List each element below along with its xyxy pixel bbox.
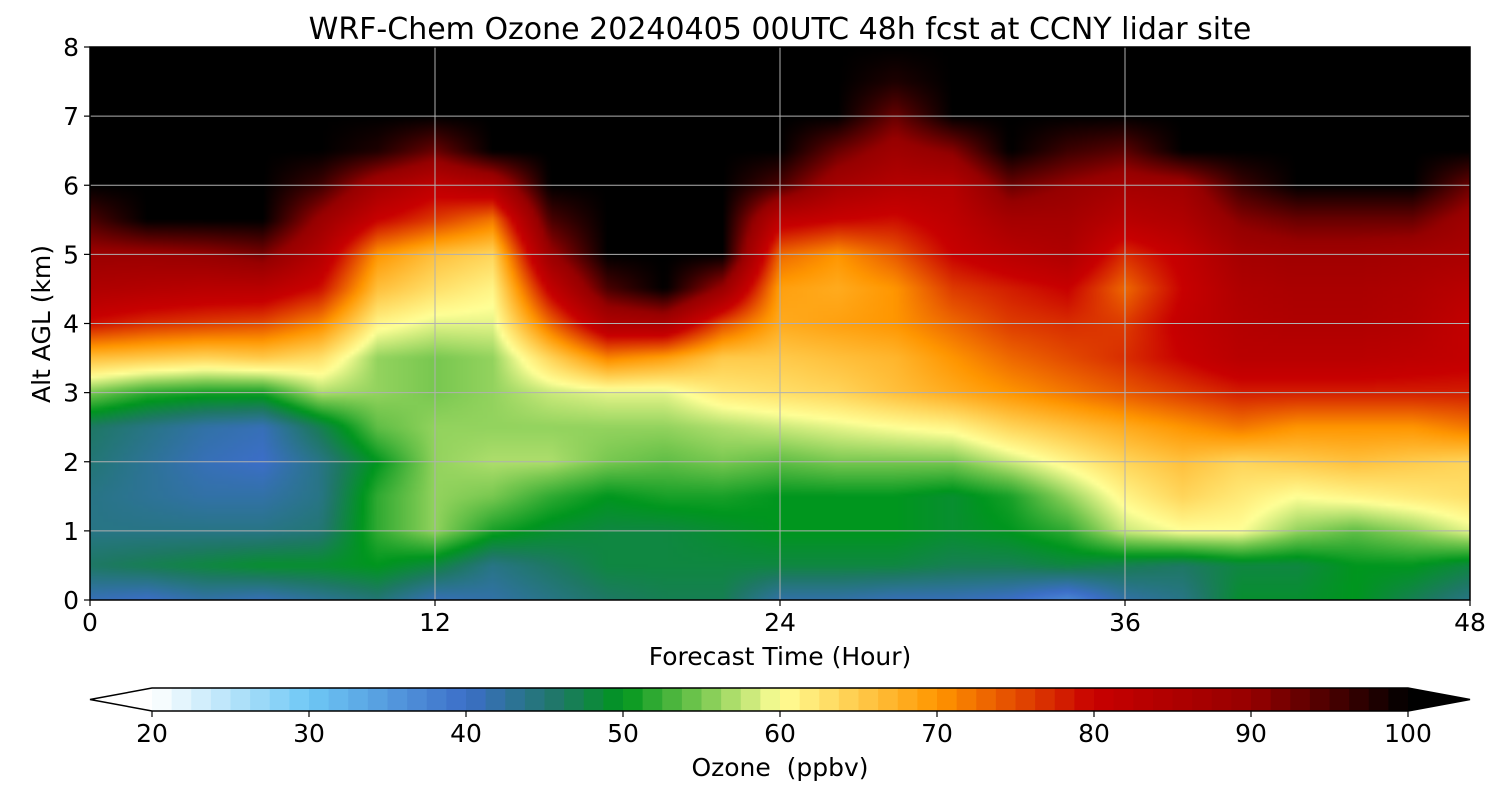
chart-title: WRF-Chem Ozone 20240405 00UTC 48h fcst a… xyxy=(309,12,1252,47)
colorbar-tick-label: 50 xyxy=(607,719,639,748)
y-tick-label: 4 xyxy=(63,310,79,339)
colorbar-segment xyxy=(564,688,585,711)
x-tick-label: 36 xyxy=(1109,608,1141,637)
colorbar-segment xyxy=(446,688,467,711)
colorbar-segment xyxy=(466,688,487,711)
colorbar-segment xyxy=(1270,688,1291,711)
y-tick-label: 2 xyxy=(63,448,79,477)
colorbar-segment xyxy=(289,688,310,711)
y-axis-label: Alt AGL (km) xyxy=(27,245,56,403)
colorbar-high-extension xyxy=(1408,688,1470,711)
colorbar-segment xyxy=(1231,688,1252,711)
colorbar-segment xyxy=(858,688,879,711)
colorbar-segment xyxy=(1251,688,1272,711)
colorbar-segment xyxy=(485,688,506,711)
x-tick-label: 24 xyxy=(764,608,796,637)
colorbar-segment xyxy=(642,688,663,711)
colorbar-segment xyxy=(1329,688,1350,711)
colorbar-segment xyxy=(269,688,290,711)
colorbar-segment xyxy=(348,688,369,711)
colorbar-segment xyxy=(191,688,212,711)
x-tick-label: 0 xyxy=(82,608,98,637)
colorbar-segment xyxy=(623,688,644,711)
colorbar-segment xyxy=(210,688,232,711)
colorbar-segment xyxy=(1368,688,1389,711)
colorbar-segment xyxy=(1290,688,1311,711)
colorbar-segment xyxy=(505,688,526,711)
colorbar-ticks: 20 30 40 50 60 70 80 90 100 xyxy=(136,711,1432,748)
colorbar-low-extension xyxy=(90,688,152,711)
y-tick-label: 0 xyxy=(63,586,79,615)
y-tick-label: 1 xyxy=(63,517,79,546)
colorbar-segment xyxy=(1192,688,1213,711)
colorbar-tick-label: 40 xyxy=(450,719,482,748)
colorbar-tick-label: 80 xyxy=(1078,719,1110,748)
x-tick-label: 48 xyxy=(1454,608,1486,637)
colorbar xyxy=(89,687,1471,712)
colorbar-segment xyxy=(1035,688,1056,711)
colorbar-segment xyxy=(819,688,840,711)
colorbar-segment xyxy=(681,688,703,711)
x-axis-ticks: 0 12 24 36 48 xyxy=(82,600,1486,637)
colorbar-segment xyxy=(878,688,899,711)
colorbar-tick-label: 30 xyxy=(293,719,325,748)
colorbar-segment xyxy=(780,688,801,711)
colorbar-segment xyxy=(956,688,977,711)
colorbar-segment xyxy=(1309,688,1331,711)
colorbar-tick-label: 20 xyxy=(136,719,168,748)
colorbar-segment xyxy=(897,688,918,711)
colorbar-segment xyxy=(799,688,820,711)
x-axis-label: Forecast Time (Hour) xyxy=(649,642,912,671)
colorbar-segment xyxy=(1349,688,1370,711)
colorbar-segment xyxy=(721,688,742,711)
colorbar-segment xyxy=(701,688,722,711)
colorbar-segment xyxy=(1054,688,1075,711)
colorbar-segment xyxy=(937,688,958,711)
colorbar-segment xyxy=(583,688,604,711)
colorbar-segment xyxy=(976,688,997,711)
colorbar-segment xyxy=(171,688,192,711)
colorbar-segment xyxy=(1172,688,1193,711)
colorbar-segment xyxy=(838,688,860,711)
colorbar-segment xyxy=(1015,688,1036,711)
colorbar-segment xyxy=(524,688,546,711)
colorbar-segment xyxy=(328,688,349,711)
colorbar-tick-label: 60 xyxy=(764,719,796,748)
colorbar-tick-label: 90 xyxy=(1235,719,1267,748)
y-tick-label: 7 xyxy=(63,102,79,131)
colorbar-label: Ozone (ppbv) xyxy=(691,753,868,782)
y-tick-label: 8 xyxy=(63,33,79,62)
colorbar-segment xyxy=(760,688,781,711)
colorbar-segment xyxy=(367,688,389,711)
colorbar-segment xyxy=(1152,688,1174,711)
y-tick-label: 3 xyxy=(63,379,79,408)
y-tick-label: 5 xyxy=(63,240,79,269)
colorbar-segment xyxy=(603,688,624,711)
colorbar-tick-label: 70 xyxy=(921,719,953,748)
colorbar-segment xyxy=(662,688,683,711)
colorbar-segment xyxy=(1113,688,1134,711)
colorbar-segment xyxy=(740,688,761,711)
colorbar-segment xyxy=(544,688,565,711)
x-tick-label: 12 xyxy=(419,608,451,637)
y-tick-label: 6 xyxy=(63,171,79,200)
colorbar-segment xyxy=(1133,688,1154,711)
colorbar-segment xyxy=(309,688,330,711)
colorbar-segment xyxy=(407,688,428,711)
colorbar-segment xyxy=(1094,688,1115,711)
colorbar-segment xyxy=(1388,688,1409,711)
colorbar-segment xyxy=(1211,688,1232,711)
colorbar-tick-label: 100 xyxy=(1384,719,1432,748)
colorbar-segment xyxy=(250,688,271,711)
colorbar-segment xyxy=(1074,688,1095,711)
colorbar-segment xyxy=(230,688,251,711)
colorbar-segment xyxy=(152,688,173,711)
colorbar-segment xyxy=(917,688,938,711)
colorbar-segment xyxy=(995,688,1017,711)
y-axis-ticks: 0 1 2 3 4 5 6 7 8 xyxy=(63,33,90,615)
colorbar-segment xyxy=(387,688,408,711)
colorbar-segment xyxy=(426,688,447,711)
